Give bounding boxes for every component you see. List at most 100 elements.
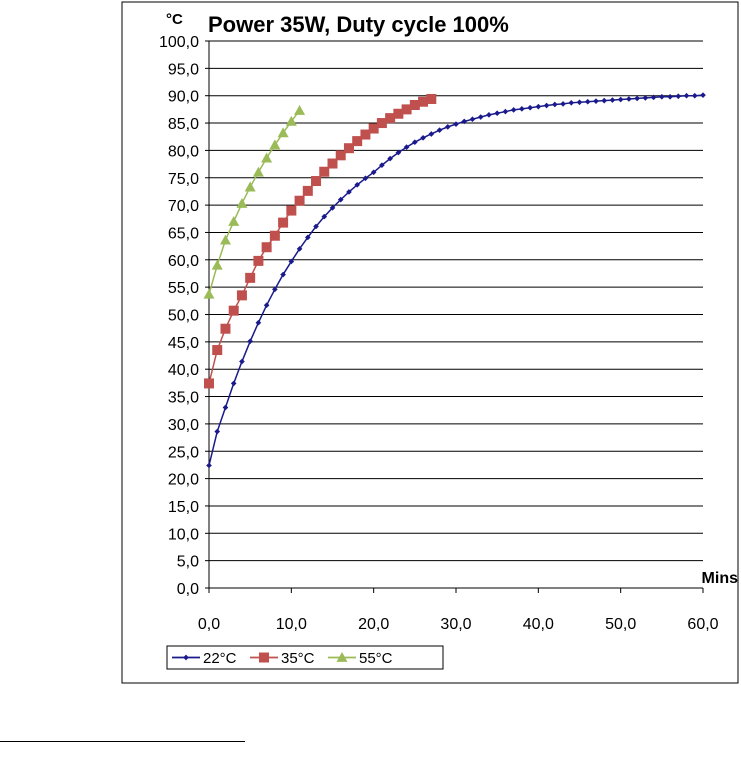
data-point (204, 378, 214, 389)
data-point (313, 223, 319, 230)
data-point (321, 213, 328, 220)
data-point (379, 162, 385, 168)
data-point (294, 195, 305, 206)
data-point (642, 95, 649, 101)
data-point (486, 112, 492, 118)
series-plot (203, 92, 706, 469)
data-point (203, 288, 215, 299)
legend-label: 35°C (281, 650, 315, 667)
x-axis-label: Mins (702, 570, 739, 587)
data-point (593, 98, 599, 104)
data-point (335, 150, 346, 161)
data-point (222, 404, 229, 411)
data-point (469, 116, 476, 123)
data-point (551, 101, 558, 108)
data-point (527, 104, 533, 111)
data-point (428, 131, 435, 137)
x-tick-label: 60,0 (687, 616, 718, 633)
data-point (319, 166, 330, 177)
axes (205, 40, 704, 593)
y-tick-label: 35,0 (168, 390, 199, 407)
data-point (360, 129, 371, 140)
data-point (327, 158, 338, 169)
data-point (510, 107, 517, 113)
data-point (302, 185, 313, 196)
y-tick-label: 100,0 (159, 34, 199, 51)
data-point (220, 323, 231, 334)
data-point (683, 92, 690, 99)
data-point (296, 246, 303, 252)
data-point (426, 93, 437, 104)
data-point (502, 108, 509, 115)
data-point (700, 92, 706, 98)
data-point (236, 197, 248, 208)
y-tick-label: 45,0 (168, 335, 199, 352)
data-point (395, 149, 402, 156)
data-point (285, 115, 297, 126)
y-tick-label: 55,0 (168, 280, 199, 297)
data-point (584, 98, 591, 105)
legend-box (166, 645, 444, 670)
data-point (420, 134, 426, 141)
data-point (403, 144, 410, 150)
legend-label: 55°C (359, 650, 393, 667)
data-point (617, 96, 624, 103)
data-point (269, 139, 281, 150)
data-point (401, 104, 412, 115)
data-point (609, 97, 616, 103)
data-point (535, 103, 542, 110)
data-point (211, 259, 223, 270)
data-point (576, 99, 583, 106)
x-tick-label: 50,0 (605, 616, 636, 633)
legend-swatch-marker (336, 652, 348, 662)
x-tick-label: 0,0 (198, 616, 220, 633)
data-point (362, 175, 369, 182)
data-point (278, 217, 289, 228)
legend-swatch-marker (183, 654, 189, 661)
y-tick-label: 20,0 (168, 472, 199, 489)
data-point (494, 110, 500, 117)
series-3 (203, 104, 306, 299)
data-point (263, 302, 270, 309)
data-point (560, 101, 566, 107)
data-point (568, 99, 575, 106)
data-point (393, 108, 404, 119)
data-point (461, 118, 468, 125)
data-point (691, 92, 698, 99)
data-point (385, 113, 396, 124)
data-point (519, 106, 525, 112)
data-point (329, 205, 336, 211)
data-point (675, 93, 682, 100)
x-tick-labels: 0,0 10,0 20,0 30,0 40,0 50,0 60,0 (198, 616, 719, 633)
series-1 (206, 92, 706, 469)
data-point (219, 234, 231, 245)
data-point (272, 286, 278, 293)
data-point (253, 255, 264, 266)
y-tick-label: 85,0 (168, 116, 199, 133)
data-point (277, 127, 289, 138)
data-point (444, 124, 451, 130)
data-point (280, 271, 286, 278)
data-point (412, 139, 418, 146)
data-point (212, 345, 223, 356)
data-point (453, 121, 459, 127)
data-point (477, 114, 484, 120)
data-point (626, 96, 632, 102)
data-point (346, 189, 352, 195)
data-point (667, 93, 673, 100)
data-point (247, 338, 253, 345)
data-point (294, 104, 306, 115)
data-point (269, 230, 280, 241)
data-point (304, 234, 311, 241)
y-tick-label: 0,0 (177, 581, 199, 598)
data-point (261, 242, 272, 253)
y-tick-label: 95,0 (168, 61, 199, 78)
data-point (659, 93, 665, 100)
data-point (387, 155, 393, 162)
y-tick-label: 40,0 (168, 362, 199, 379)
x-tick-label: 20,0 (358, 616, 389, 633)
data-point (601, 97, 608, 104)
y-tick-label: 70,0 (168, 198, 199, 215)
data-point (239, 358, 245, 365)
